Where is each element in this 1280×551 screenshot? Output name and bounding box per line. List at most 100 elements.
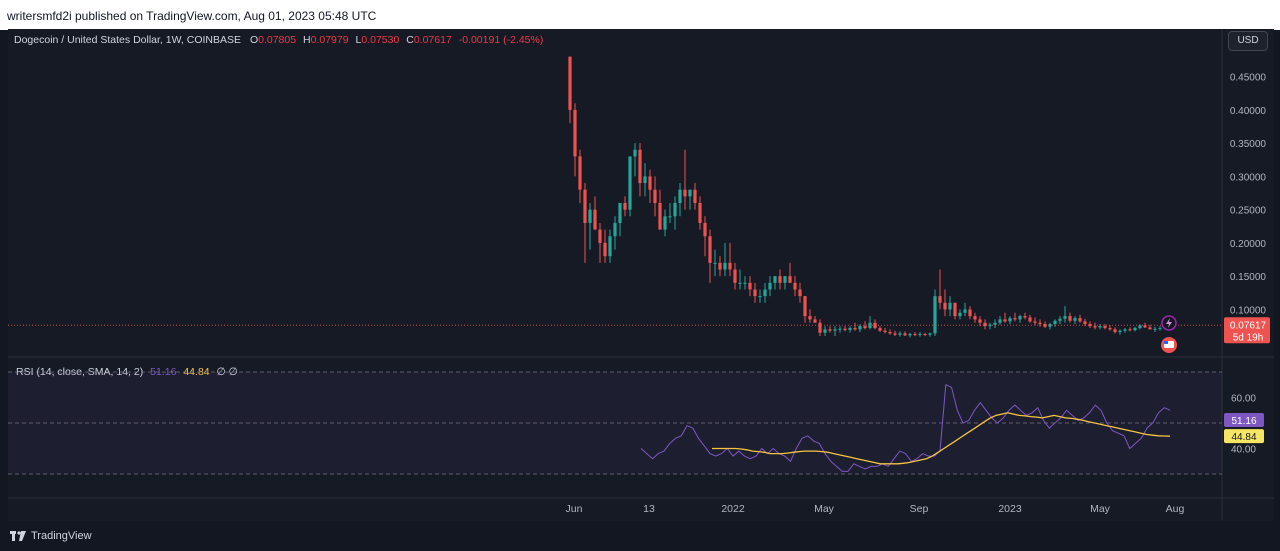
candle-body — [713, 262, 717, 264]
candle-body — [573, 109, 577, 157]
candle-body — [608, 236, 612, 257]
time-tick-label: 2023 — [998, 503, 1022, 515]
candle-body — [603, 242, 607, 257]
candle-body — [1153, 328, 1157, 330]
time-tick-label: 13 — [643, 503, 655, 515]
candle-body — [568, 56, 572, 110]
candle-body — [888, 332, 892, 334]
rsi-tick-label: 40.00 — [1231, 445, 1256, 456]
candle-body — [828, 329, 832, 331]
footer — [0, 522, 1280, 551]
footer-brand: TradingView — [31, 530, 92, 542]
countdown-label: 5d 19h — [1233, 332, 1264, 343]
tradingview-logo[interactable]: TradingView — [10, 530, 92, 542]
candle-body — [803, 296, 807, 317]
rsi-badge-label: 51.16 — [1231, 416, 1256, 427]
candle-body — [973, 316, 977, 320]
candle-body — [668, 216, 672, 218]
candle-body — [708, 236, 712, 263]
candle-body — [1123, 329, 1127, 331]
candle-body — [788, 276, 792, 283]
time-tick-label: May — [1090, 503, 1111, 515]
candle-body — [578, 156, 582, 190]
rsi-ma-badge-label: 44.84 — [1231, 432, 1256, 443]
candle-body — [968, 309, 972, 317]
candle-body — [598, 229, 602, 243]
candle-body — [943, 302, 947, 310]
candle-body — [1098, 326, 1102, 328]
candle-body — [1143, 325, 1147, 328]
symbol-name: Dogecoin / United States Dollar, 1W, COI… — [14, 34, 242, 46]
candle-body — [1113, 329, 1117, 333]
candle-body — [958, 312, 962, 317]
candle-body — [1013, 318, 1017, 320]
symbol-legend: Dogecoin / United States Dollar, 1W, COI… — [14, 34, 543, 46]
candle-body — [688, 189, 692, 197]
candle-body — [793, 282, 797, 290]
candle-body — [633, 149, 637, 157]
candle-body — [823, 329, 827, 333]
low-value: 0.07530 — [361, 34, 400, 46]
candle-body — [1008, 318, 1012, 322]
candle-body — [933, 296, 937, 334]
candle-body — [848, 328, 852, 331]
candle-body — [673, 203, 677, 217]
candle-body — [978, 319, 982, 323]
candle-body — [1078, 318, 1082, 322]
candle-body — [723, 262, 727, 270]
change-value: -0.00191 (-2.45%) — [458, 34, 544, 46]
candle-body — [893, 333, 897, 335]
candle-body — [583, 189, 587, 223]
candle-body — [843, 328, 847, 331]
time-tick-label: Aug — [1166, 503, 1185, 515]
price-tick-label: 0.35000 — [1230, 139, 1267, 150]
rsi-ma-line — [712, 412, 1171, 465]
price-tick-label: 0.20000 — [1230, 239, 1267, 250]
us-flag-canton-icon — [1164, 341, 1168, 344]
last-price-label: 0.07617 — [1230, 320, 1267, 331]
tradingview-icon — [10, 531, 26, 541]
currency-button[interactable]: USD — [1228, 31, 1268, 51]
high-label: H — [303, 34, 311, 46]
candle-body — [818, 322, 822, 333]
candle-body — [1043, 324, 1047, 327]
candle-body — [993, 322, 997, 325]
chart-frame[interactable] — [8, 29, 1274, 521]
candle-body — [658, 203, 662, 230]
candle-body — [1038, 322, 1042, 325]
candle-body — [693, 189, 697, 203]
publish-text: writersmfd2i published on TradingView.co… — [7, 9, 377, 23]
time-tick-label: 2022 — [721, 503, 745, 515]
candle-body — [1033, 321, 1037, 323]
candle-body — [643, 176, 647, 184]
candle-body — [838, 328, 842, 330]
close-label: C — [406, 34, 414, 46]
candle-body — [1103, 326, 1107, 329]
candle-body — [663, 216, 667, 230]
last-price-badge — [1224, 317, 1270, 344]
rsi-ma-badge — [1224, 429, 1264, 444]
close-value: 0.07617 — [413, 34, 452, 46]
candle-body — [1068, 316, 1072, 321]
open-value: 0.07805 — [258, 34, 297, 46]
time-tick-label: May — [814, 503, 835, 515]
candle-body — [628, 156, 632, 210]
candle-body — [883, 330, 887, 333]
candle-body — [1058, 318, 1062, 321]
candle-body — [773, 276, 777, 283]
candle-body — [1083, 321, 1087, 325]
candle-body — [878, 328, 882, 331]
candle-body — [998, 319, 1002, 323]
candle-body — [1108, 328, 1112, 330]
candle-body — [983, 322, 987, 327]
candle-body — [738, 282, 742, 284]
candle-body — [733, 269, 737, 283]
candle-body — [1018, 316, 1022, 320]
publish-header: writersmfd2i published on TradingView.co… — [0, 0, 1280, 30]
candle-body — [588, 209, 592, 223]
rsi-line — [640, 384, 1171, 472]
candle-body — [1053, 320, 1057, 325]
candle-body — [1003, 319, 1007, 322]
candle-body — [938, 296, 942, 303]
